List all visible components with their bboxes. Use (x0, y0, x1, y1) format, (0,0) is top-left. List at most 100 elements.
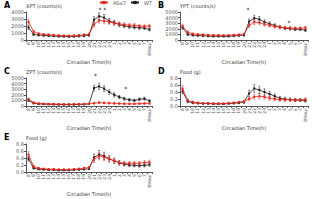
svg-text:ASα7: ASα7 (113, 0, 126, 6)
svg-text:3000: 3000 (11, 16, 24, 22)
svg-text:10: 10 (36, 42, 42, 48)
svg-text:0.8: 0.8 (170, 75, 178, 81)
svg-text:17: 17 (226, 42, 232, 48)
svg-text:18: 18 (76, 42, 82, 48)
svg-text:2000: 2000 (11, 23, 24, 29)
svg-text:Circadian Time(h): Circadian Time(h) (67, 59, 111, 65)
svg-text:1000: 1000 (11, 97, 24, 103)
svg-text:8Hour: 8Hour (303, 108, 308, 122)
svg-text:10: 10 (190, 108, 196, 114)
svg-text:19: 19 (81, 42, 87, 48)
svg-text:4000: 4000 (165, 15, 178, 21)
svg-text:Circadian Time(h): Circadian Time(h) (67, 125, 111, 131)
svg-text:*: * (124, 85, 127, 92)
svg-text:0.4: 0.4 (170, 89, 178, 95)
svg-text:3000: 3000 (11, 86, 24, 92)
svg-text:8Hour: 8Hour (303, 42, 308, 56)
svg-text:0.0: 0.0 (170, 103, 178, 109)
svg-text:3000: 3000 (165, 20, 178, 26)
svg-text:24: 24 (106, 108, 112, 114)
svg-text:16: 16 (66, 108, 72, 114)
svg-text:WT: WT (144, 0, 153, 6)
svg-text:20: 20 (86, 108, 92, 114)
svg-text:10: 10 (190, 42, 196, 48)
svg-text:0.2: 0.2 (16, 162, 24, 168)
svg-text:22: 22 (96, 42, 102, 48)
svg-text:*: * (247, 6, 250, 13)
svg-text:22: 22 (251, 42, 257, 48)
svg-text:A: A (4, 1, 11, 10)
svg-text:8Hour: 8Hour (147, 174, 152, 188)
svg-text:0.6: 0.6 (170, 82, 178, 88)
svg-text:11: 11 (195, 108, 201, 114)
svg-text:22: 22 (96, 108, 102, 114)
svg-text:0: 0 (175, 37, 178, 43)
svg-text:23: 23 (101, 108, 107, 114)
svg-text:20: 20 (241, 42, 247, 48)
svg-text:19: 19 (81, 108, 87, 114)
svg-text:0.2: 0.2 (170, 96, 178, 102)
svg-text:8Hour: 8Hour (147, 108, 152, 122)
svg-text:8Hour: 8Hour (147, 42, 152, 56)
svg-text:C: C (4, 67, 10, 76)
svg-text:4000: 4000 (11, 81, 24, 87)
svg-text:XPT (counts/s): XPT (counts/s) (26, 3, 62, 9)
svg-text:2000: 2000 (165, 26, 178, 32)
svg-text:13: 13 (205, 42, 211, 48)
svg-text:20: 20 (86, 42, 92, 48)
svg-text:Circadian Time(h): Circadian Time(h) (222, 59, 266, 65)
svg-text:Food (g): Food (g) (26, 135, 47, 142)
svg-text:13: 13 (51, 108, 57, 114)
svg-text:12: 12 (200, 42, 206, 48)
svg-text:15: 15 (61, 42, 67, 48)
svg-text:E: E (4, 133, 9, 142)
svg-text:5000: 5000 (11, 75, 24, 81)
svg-text:0.0: 0.0 (16, 169, 24, 175)
svg-text:*: * (288, 19, 291, 26)
svg-text:Food (g): Food (g) (180, 69, 201, 76)
svg-text:YPT (counts/s): YPT (counts/s) (179, 3, 216, 9)
svg-text:1000: 1000 (165, 31, 178, 37)
svg-text:18: 18 (231, 42, 237, 48)
svg-text:2000: 2000 (11, 92, 24, 98)
svg-text:5000: 5000 (165, 9, 178, 15)
svg-text:15: 15 (61, 108, 67, 114)
svg-text:12: 12 (46, 42, 52, 48)
svg-text:11: 11 (41, 42, 47, 48)
svg-text:21: 21 (91, 108, 97, 114)
svg-text:12: 12 (200, 108, 206, 114)
svg-text:17: 17 (71, 108, 77, 114)
svg-text:23: 23 (256, 42, 262, 48)
svg-text:0.8: 0.8 (16, 141, 24, 147)
svg-text:11: 11 (195, 42, 201, 48)
svg-text:23: 23 (101, 42, 107, 48)
svg-text:1000: 1000 (11, 30, 24, 36)
svg-text:*: * (94, 72, 97, 79)
svg-text:B: B (158, 1, 164, 10)
svg-text:12: 12 (46, 108, 52, 114)
svg-text:14: 14 (210, 42, 216, 48)
svg-text:0: 0 (21, 37, 24, 43)
svg-text:19: 19 (236, 42, 242, 48)
svg-text:Circadian Time(h): Circadian Time(h) (67, 191, 111, 197)
svg-text:21: 21 (246, 42, 252, 48)
svg-text:14: 14 (56, 108, 62, 114)
svg-text:10: 10 (36, 108, 42, 114)
svg-text:4000: 4000 (11, 9, 24, 15)
svg-text:15: 15 (215, 42, 221, 48)
svg-text:21: 21 (91, 42, 97, 48)
svg-text:Circadian Time(h): Circadian Time(h) (222, 125, 266, 131)
svg-text:16: 16 (66, 42, 72, 48)
svg-text:14: 14 (56, 42, 62, 48)
svg-text:13: 13 (51, 42, 57, 48)
svg-text:ZPT (counts/s): ZPT (counts/s) (26, 69, 62, 75)
svg-text:0.6: 0.6 (16, 148, 24, 154)
svg-text:0.4: 0.4 (16, 155, 24, 161)
svg-text:* *: * * (98, 6, 106, 13)
svg-text:18: 18 (76, 108, 82, 114)
svg-text:0: 0 (21, 103, 24, 109)
svg-text:11: 11 (41, 108, 47, 114)
svg-text:D: D (158, 67, 165, 76)
svg-text:24: 24 (106, 42, 112, 48)
svg-text:17: 17 (71, 42, 77, 48)
